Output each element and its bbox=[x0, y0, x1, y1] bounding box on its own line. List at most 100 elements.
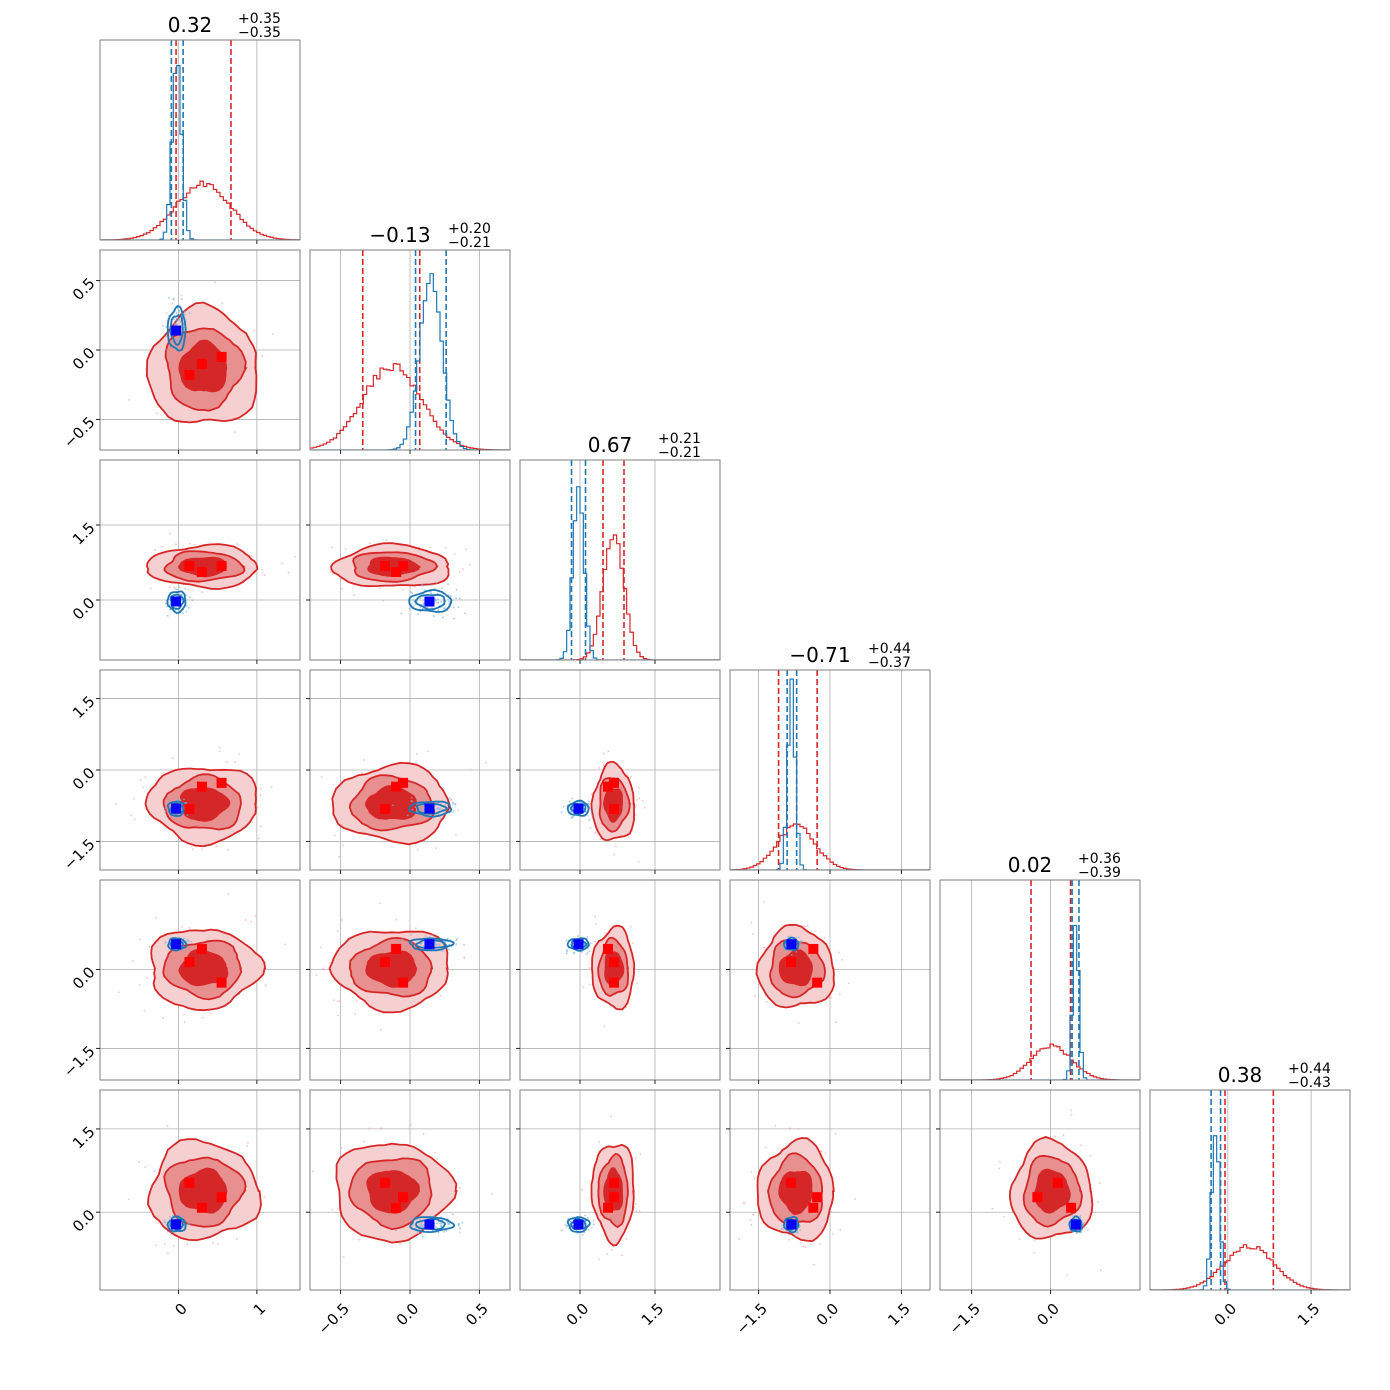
sample-point bbox=[991, 1207, 994, 1210]
sample-point bbox=[1087, 1229, 1089, 1232]
sample-point bbox=[423, 810, 425, 813]
sample-point bbox=[802, 1245, 805, 1248]
truth-marker-red bbox=[196, 567, 207, 577]
y-tick-label: −1.5 bbox=[60, 835, 98, 873]
sample-point bbox=[629, 775, 632, 778]
histogram-red bbox=[1150, 1244, 1350, 1290]
sample-point bbox=[434, 805, 436, 808]
truth-marker-blue bbox=[573, 803, 584, 814]
truth-marker-red bbox=[785, 1177, 796, 1188]
sample-point bbox=[1071, 1214, 1073, 1217]
truth-marker-blue bbox=[424, 939, 435, 950]
sample-point bbox=[161, 1222, 164, 1225]
sample-point bbox=[333, 834, 336, 837]
sample-point bbox=[414, 927, 417, 930]
histogram-red bbox=[310, 363, 510, 450]
contour-blue bbox=[416, 802, 448, 815]
sample-point bbox=[412, 599, 415, 601]
truth-marker-red bbox=[216, 977, 227, 988]
sample-point bbox=[294, 555, 297, 558]
sample-point bbox=[463, 956, 466, 959]
sample-point bbox=[588, 950, 591, 953]
sample-point bbox=[436, 1222, 438, 1225]
sample-point bbox=[338, 1000, 341, 1003]
truth-marker-red bbox=[196, 943, 207, 954]
sample-point bbox=[417, 1232, 420, 1235]
panel-title: −0.71 bbox=[789, 643, 850, 667]
sample-point bbox=[218, 746, 221, 749]
x-tick-label: −1.5 bbox=[945, 1300, 983, 1338]
sample-point bbox=[444, 546, 447, 549]
sample-point bbox=[597, 1140, 600, 1143]
sample-point bbox=[249, 920, 252, 923]
sample-point bbox=[164, 348, 167, 351]
sample-point bbox=[338, 855, 340, 858]
sample-point bbox=[1079, 1216, 1082, 1219]
sample-point bbox=[281, 562, 284, 565]
sample-point bbox=[178, 309, 180, 312]
sample-point bbox=[752, 1213, 755, 1216]
sample-point bbox=[337, 1014, 339, 1017]
truth-marker-red bbox=[398, 561, 409, 571]
sample-point bbox=[260, 825, 262, 828]
contour-blue bbox=[415, 938, 448, 950]
sample-point bbox=[341, 587, 344, 590]
panel-frame bbox=[99, 1089, 301, 1291]
sample-point bbox=[164, 810, 167, 813]
sample-point bbox=[446, 937, 449, 940]
sample-point bbox=[446, 1221, 449, 1224]
sample-point bbox=[585, 810, 587, 813]
truth-marker-red bbox=[609, 977, 619, 988]
sample-point bbox=[998, 1167, 1001, 1170]
sample-point bbox=[166, 614, 169, 617]
sample-point bbox=[177, 609, 180, 612]
sample-point bbox=[153, 549, 156, 551]
sample-point bbox=[173, 318, 175, 321]
title-minus: −0.37 bbox=[868, 655, 911, 671]
sample-point bbox=[1002, 1215, 1005, 1218]
sample-point bbox=[422, 602, 425, 605]
sample-point bbox=[402, 589, 405, 591]
truth-marker-red bbox=[196, 1202, 207, 1213]
x-tick-label: 0.0 bbox=[1033, 1300, 1063, 1330]
panel-frame bbox=[519, 459, 721, 661]
truth-marker-red bbox=[380, 1177, 390, 1188]
sample-point bbox=[395, 918, 398, 921]
sample-point bbox=[344, 548, 347, 551]
sample-point bbox=[451, 1213, 454, 1216]
sample-point bbox=[422, 1223, 425, 1226]
sample-point bbox=[261, 571, 264, 574]
sample-point bbox=[379, 587, 382, 590]
sample-point bbox=[1097, 1201, 1100, 1204]
sample-point bbox=[400, 612, 403, 615]
truth-marker-red bbox=[808, 1202, 819, 1213]
sample-point bbox=[468, 563, 471, 566]
x-tick-label: 0.5 bbox=[462, 1300, 492, 1330]
sample-point bbox=[422, 797, 425, 800]
sample-point bbox=[441, 808, 444, 811]
sample-point bbox=[457, 606, 460, 608]
sample-point bbox=[453, 553, 456, 556]
truth-marker-red bbox=[380, 561, 390, 571]
sample-point bbox=[457, 1223, 460, 1225]
sample-point bbox=[435, 943, 438, 946]
sample-point bbox=[639, 1153, 642, 1155]
sample-point bbox=[186, 604, 188, 607]
x-tick-label: 0.0 bbox=[393, 1300, 423, 1330]
sample-point bbox=[331, 1208, 334, 1211]
sample-point bbox=[170, 816, 173, 819]
sample-point bbox=[441, 950, 444, 953]
sample-point bbox=[800, 939, 803, 942]
panel-frame bbox=[519, 879, 721, 1081]
sample-point bbox=[336, 1000, 339, 1003]
y-tick-label: −0.5 bbox=[60, 413, 98, 451]
sample-point bbox=[447, 594, 450, 597]
sample-point bbox=[144, 776, 147, 779]
panel-4-3 bbox=[726, 879, 931, 1084]
truth-marker-red bbox=[398, 777, 409, 788]
sample-point bbox=[763, 946, 766, 949]
sample-point bbox=[328, 961, 331, 964]
sample-point bbox=[167, 1252, 169, 1255]
sample-point bbox=[439, 1222, 441, 1225]
panel-2-1 bbox=[306, 459, 511, 664]
